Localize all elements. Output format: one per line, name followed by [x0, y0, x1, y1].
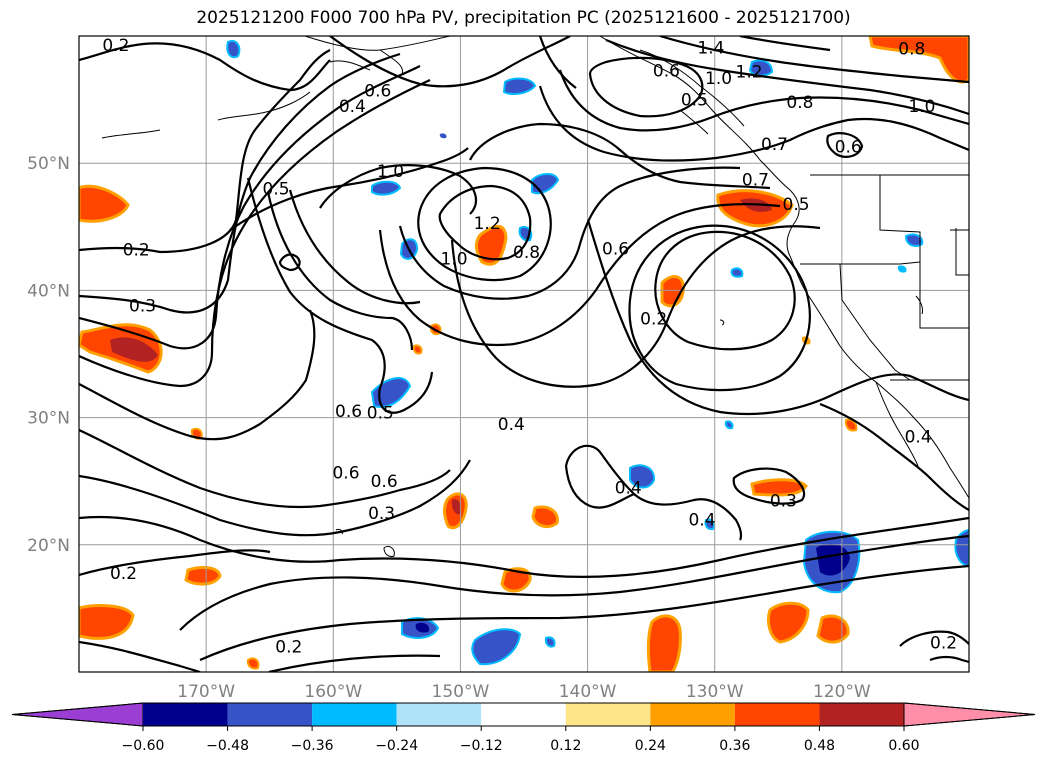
colorbar-segment — [312, 703, 397, 726]
contour-label: 0.4 — [905, 428, 932, 448]
contour-label: 0.3 — [368, 504, 395, 524]
contour-label: 0.4 — [498, 415, 525, 435]
contour-label: 0.2 — [275, 638, 302, 658]
colorbar-tick-label: 0.36 — [719, 738, 750, 754]
contour-label: 0.3 — [770, 491, 797, 511]
contour-label: 0.4 — [615, 479, 642, 499]
map-title: 2025121200 F000 700 hPa PV, precipitatio… — [196, 8, 851, 28]
contour-label: 1.2 — [736, 63, 763, 83]
lat-tick-label: 30°N — [27, 409, 70, 429]
colorbar-tick-label: −0.60 — [122, 738, 165, 754]
contour-label: 1.0 — [377, 162, 404, 182]
colorbar-segment — [396, 703, 482, 726]
contour-label: 0.6 — [335, 402, 362, 422]
contour-label: 0.6 — [653, 61, 680, 81]
colorbar-tick-label: 0.60 — [888, 738, 919, 754]
map-gridlines — [79, 36, 969, 672]
contour-label: 0.5 — [367, 404, 394, 424]
colorbar-segment — [819, 703, 904, 726]
contour-label: 0.2 — [110, 564, 137, 584]
colorbar-tick-label: −0.12 — [460, 738, 503, 754]
contour-label: 1.4 — [697, 38, 724, 58]
lon-tick-label: 160°W — [304, 682, 362, 702]
colorbar-tick-label: 0.48 — [804, 738, 835, 754]
contour-label: 0.7 — [761, 135, 788, 155]
longitude-labels: 170°W 160°W 150°W 140°W 130°W 120°W — [177, 682, 871, 702]
colorbar-segment — [227, 703, 313, 726]
colorbar-segment — [565, 703, 651, 726]
contour-label: 0.2 — [640, 309, 667, 329]
contour-labels: 0.20.20.30.40.50.61.01.21.0 0.81.41.21.00… — [102, 36, 957, 658]
contour-label: 0.8 — [786, 93, 813, 113]
contour-label: 0.2 — [930, 634, 957, 654]
colorbar-tick-label: 0.24 — [635, 738, 666, 754]
colorbar-extend-low — [11, 702, 144, 727]
pv-contours — [79, 36, 969, 672]
lon-tick-label: 140°W — [559, 682, 617, 702]
contour-label: 1.2 — [474, 214, 501, 234]
lon-tick-label: 150°W — [432, 682, 490, 702]
colorbar: −0.60 −0.48 −0.36 −0.24 −0.12 0.12 0.24 0.36 0.4… — [11, 702, 1036, 754]
colorbar-tick-label: −0.36 — [291, 738, 334, 754]
lon-tick-label: 170°W — [177, 682, 235, 702]
contour-label: 0.5 — [681, 91, 708, 111]
coastlines — [101, 36, 969, 557]
contour-label: 0.6 — [602, 239, 629, 259]
contour-label: 0.4 — [688, 510, 715, 530]
contour-label: 1.0 — [908, 97, 935, 117]
latitude-labels: 20°N 30°N 40°N 50°N — [27, 154, 70, 556]
contour-label: 1.0 — [441, 250, 468, 270]
colorbar-segment — [481, 703, 566, 726]
colorbar-segment — [650, 703, 735, 726]
contour-label: 1.0 — [705, 69, 732, 89]
lat-tick-label: 20°N — [27, 536, 70, 556]
contour-label: 0.5 — [783, 195, 810, 215]
map-frame — [78, 35, 970, 673]
lon-tick-label: 120°W — [813, 682, 871, 702]
lat-tick-label: 50°N — [27, 154, 70, 174]
colorbar-segment — [143, 703, 228, 726]
contour-label: 0.5 — [263, 180, 290, 200]
contour-label: 0.6 — [371, 472, 398, 492]
lat-tick-label: 40°N — [27, 281, 70, 301]
colorbar-tick-label: −0.48 — [206, 738, 249, 754]
colorbar-extend-high — [903, 702, 1036, 727]
contour-label: 0.2 — [102, 36, 129, 56]
contour-label: 0.6 — [835, 138, 862, 158]
contour-label: 0.4 — [339, 97, 366, 117]
contour-label: 0.6 — [364, 82, 391, 102]
colorbar-segment — [734, 703, 820, 726]
contour-label: 0.8 — [513, 243, 540, 263]
precip-negative-blobs — [226, 40, 969, 666]
contour-label: 0.8 — [898, 40, 925, 60]
colorbar-tick-label: 0.12 — [550, 738, 581, 754]
contour-label: 0.6 — [332, 463, 359, 483]
contour-label: 0.2 — [123, 241, 150, 261]
lon-tick-label: 130°W — [686, 682, 744, 702]
contour-label: 0.3 — [129, 297, 156, 317]
contour-label: 0.7 — [742, 171, 769, 191]
colorbar-tick-label: −0.24 — [375, 738, 418, 754]
